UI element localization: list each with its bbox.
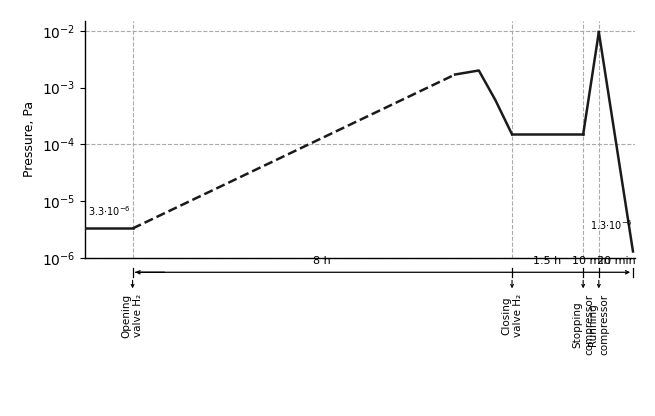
Text: Closing
valve H₂: Closing valve H₂: [501, 294, 523, 337]
Text: 1.5 h: 1.5 h: [533, 256, 562, 266]
Text: 3.3$\cdot$10$^{-6}$: 3.3$\cdot$10$^{-6}$: [88, 205, 130, 218]
Text: Running
compressor: Running compressor: [588, 294, 610, 355]
Text: Stopping
compressor: Stopping compressor: [572, 294, 594, 355]
Text: 8 h: 8 h: [314, 256, 331, 266]
Text: 10 min: 10 min: [572, 256, 610, 266]
Text: 20 min: 20 min: [597, 256, 635, 266]
Y-axis label: Pressure, Pa: Pressure, Pa: [24, 102, 37, 177]
Text: 1.3$\cdot$10$^{-6}$: 1.3$\cdot$10$^{-6}$: [590, 218, 633, 232]
Text: Opening
valve H₂: Opening valve H₂: [122, 294, 143, 338]
